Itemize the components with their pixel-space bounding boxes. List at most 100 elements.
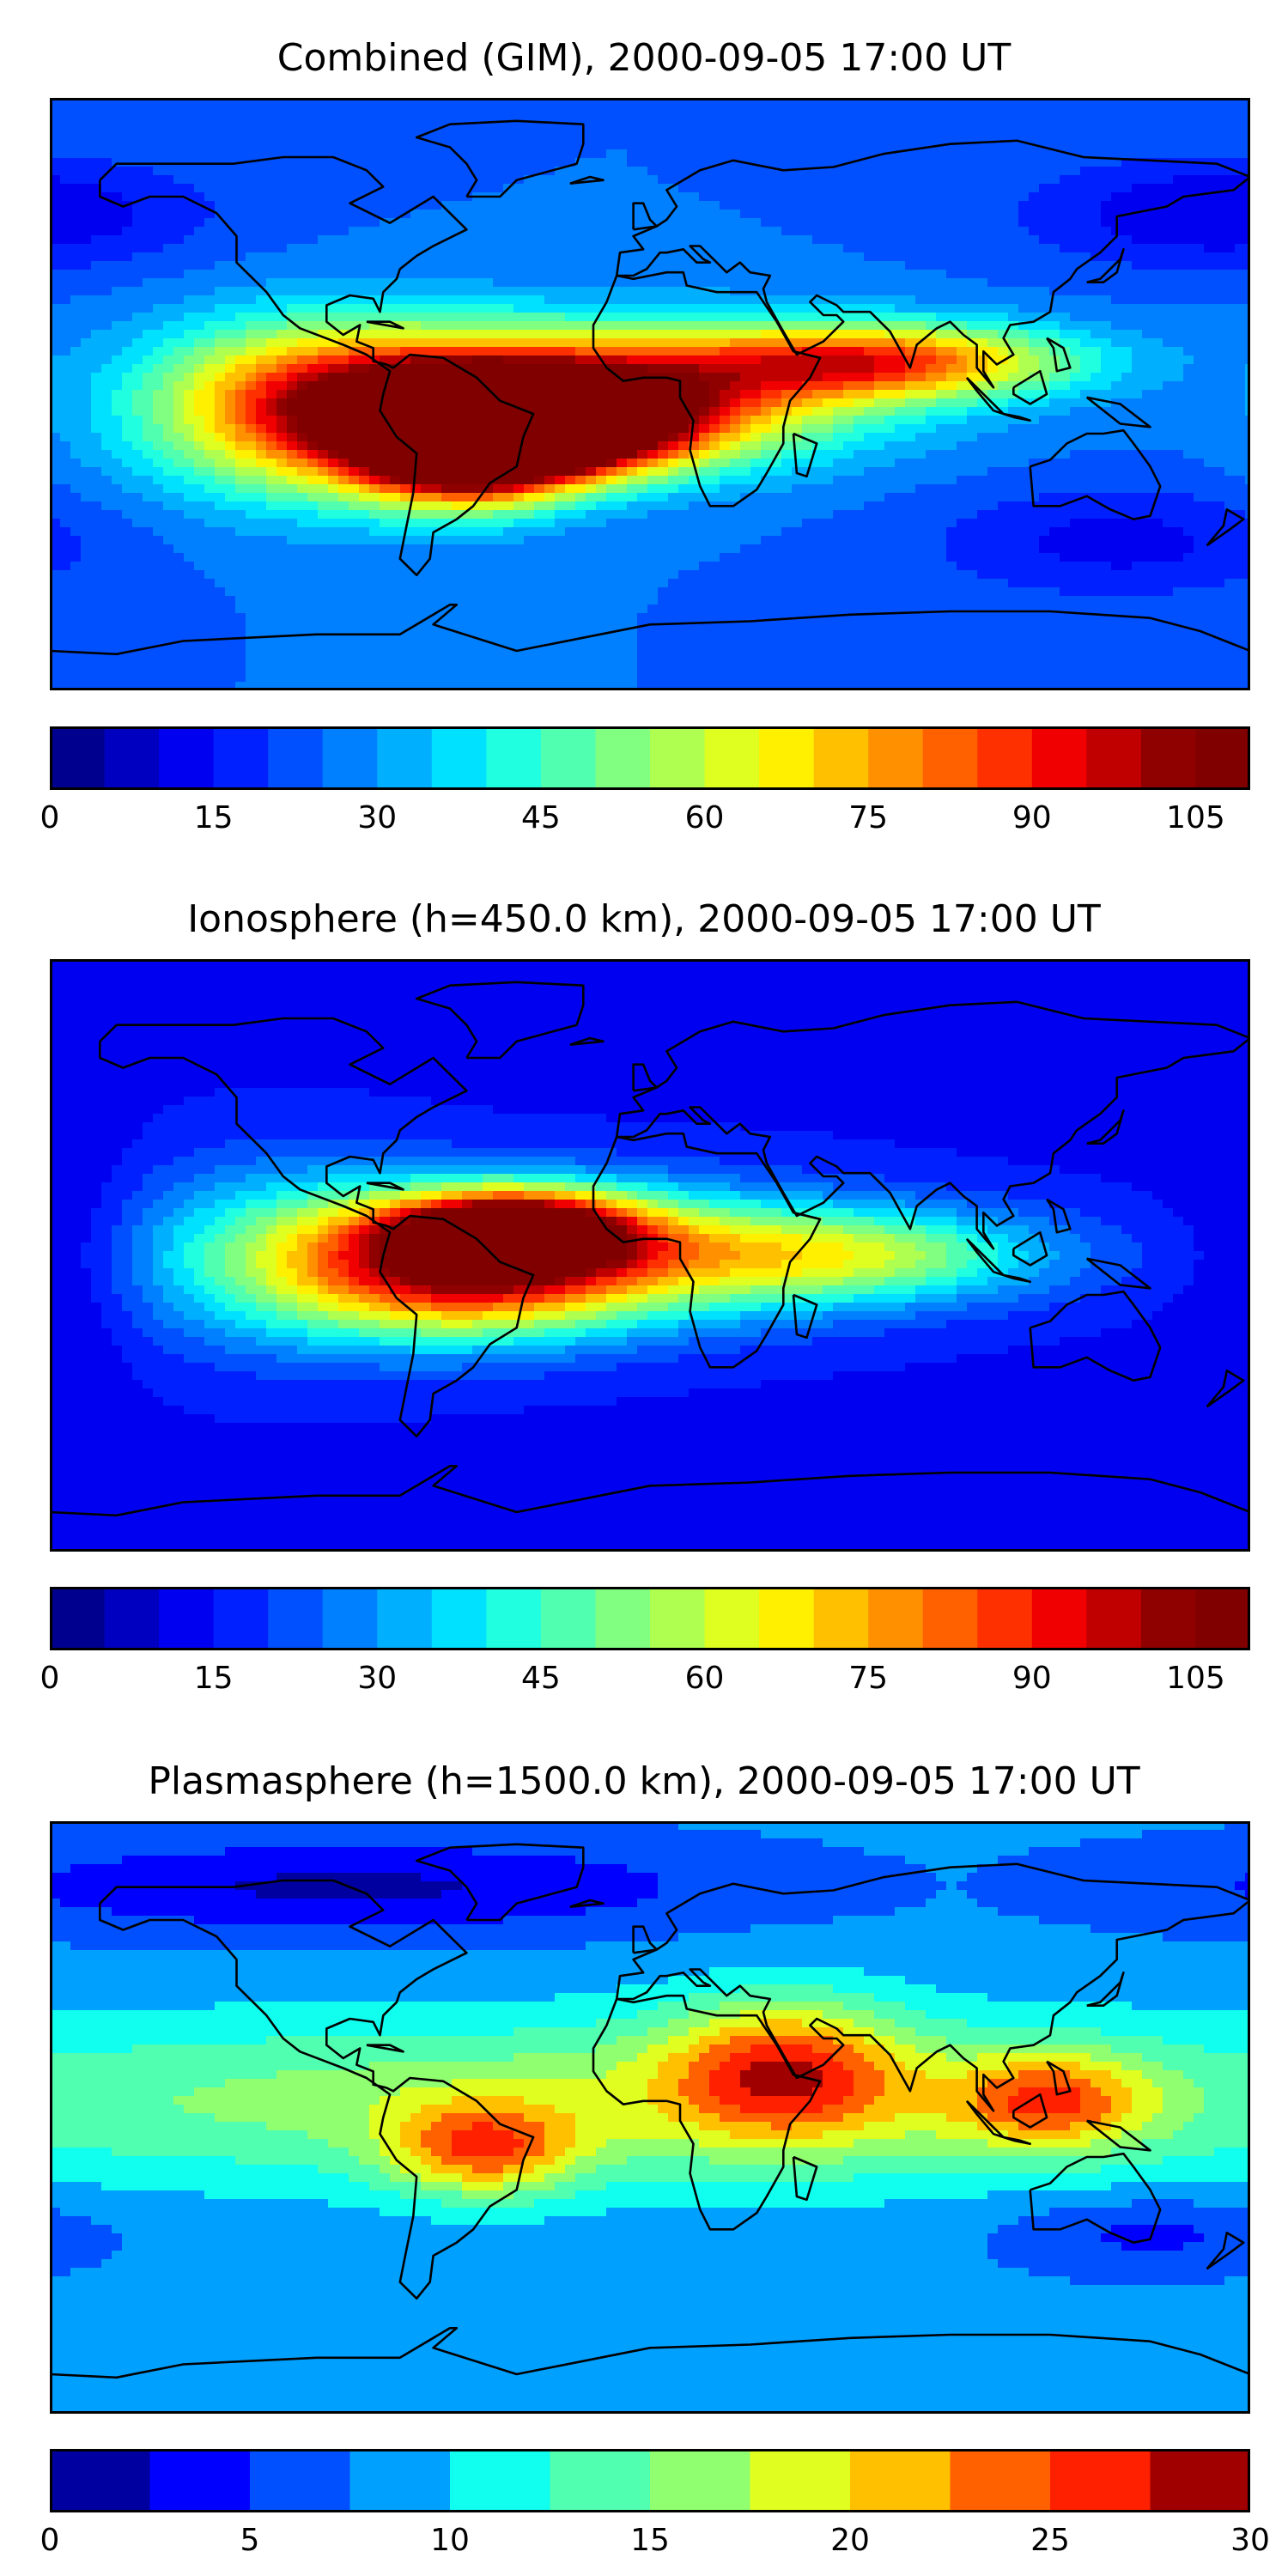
heatmap-cell <box>81 330 92 339</box>
heatmap-cell <box>936 124 947 133</box>
heatmap-cell <box>338 252 349 262</box>
heatmap-cell <box>771 364 782 374</box>
heatmap-cell <box>441 98 453 107</box>
heatmap-cell <box>1142 304 1153 313</box>
heatmap-cell <box>421 304 432 313</box>
heatmap-cell <box>720 124 731 133</box>
heatmap-cell <box>513 201 525 210</box>
heatmap-cell <box>276 373 288 382</box>
heatmap-cell <box>1183 149 1194 159</box>
heatmap-cell <box>864 124 875 133</box>
heatmap-cell <box>771 338 782 348</box>
heatmap-cell <box>668 175 679 185</box>
heatmap-cell <box>60 106 71 116</box>
heatmap-cell <box>246 304 257 313</box>
heatmap-cell <box>678 115 690 125</box>
heatmap-cell <box>70 278 82 288</box>
heatmap-cell <box>235 278 246 288</box>
heatmap-cell <box>431 433 442 442</box>
heatmap-cell <box>905 295 916 305</box>
heatmap-cell <box>50 295 61 305</box>
heatmap-cell <box>349 381 360 391</box>
heatmap-cell <box>318 201 329 210</box>
heatmap-cell <box>1204 124 1215 133</box>
heatmap-cell <box>143 235 154 245</box>
heatmap-cell <box>70 355 82 365</box>
heatmap-cell <box>792 287 803 296</box>
heatmap-cell <box>1224 441 1236 451</box>
heatmap-cell <box>215 141 226 150</box>
heatmap-cell <box>287 416 298 425</box>
heatmap-cell <box>184 321 195 331</box>
heatmap-cell <box>246 313 257 322</box>
heatmap-cell <box>50 98 61 107</box>
heatmap-cell <box>1132 184 1143 193</box>
heatmap-cell <box>668 355 679 365</box>
heatmap-cell <box>740 450 751 459</box>
heatmap-cell <box>483 141 494 150</box>
heatmap-cell <box>235 184 246 193</box>
heatmap-cell <box>678 321 690 331</box>
heatmap-cell <box>864 416 875 425</box>
heatmap-cell <box>1008 106 1019 116</box>
heatmap-cell <box>1142 450 1153 459</box>
heatmap-cell <box>720 115 731 125</box>
heatmap-cell <box>1194 330 1205 339</box>
heatmap-cell <box>163 270 174 279</box>
heatmap-cell <box>349 347 360 356</box>
heatmap-cell <box>246 141 257 150</box>
heatmap-cell <box>1080 450 1091 459</box>
heatmap-cell <box>1183 98 1194 107</box>
heatmap-cell <box>513 433 525 442</box>
heatmap-cell <box>70 364 82 374</box>
heatmap-cell <box>647 287 659 296</box>
heatmap-cell <box>1194 398 1205 408</box>
heatmap-cell <box>91 106 102 116</box>
heatmap-cell <box>359 304 370 313</box>
heatmap-cell <box>1091 235 1102 245</box>
heatmap-cell <box>503 313 514 322</box>
heatmap-cell <box>184 304 195 313</box>
heatmap-cell <box>555 149 566 159</box>
heatmap-cell <box>781 192 793 202</box>
heatmap-cell <box>720 321 731 331</box>
heatmap-cell <box>70 338 82 348</box>
heatmap-cell <box>235 330 246 339</box>
heatmap-cell <box>884 459 896 468</box>
heatmap-cell <box>998 433 1009 442</box>
heatmap-cell <box>91 347 102 356</box>
heatmap-cell <box>895 252 906 262</box>
heatmap-cell <box>359 347 370 356</box>
heatmap-cell <box>91 278 102 288</box>
heatmap-cell <box>184 287 195 296</box>
heatmap-cell <box>1204 141 1215 150</box>
heatmap-cell <box>318 304 329 313</box>
heatmap-cell <box>1070 373 1081 382</box>
heatmap-cell <box>513 218 525 228</box>
heatmap-cell <box>1132 98 1143 107</box>
heatmap-cell <box>421 373 432 382</box>
heatmap-cell <box>1214 364 1225 374</box>
heatmap-cell <box>122 132 133 142</box>
heatmap-cell <box>802 364 813 374</box>
heatmap-cell <box>854 106 865 116</box>
heatmap-cell <box>1235 201 1246 210</box>
heatmap-cell <box>328 192 339 202</box>
heatmap-cell <box>101 450 112 459</box>
heatmap-cell <box>173 98 185 107</box>
heatmap-cell <box>802 175 813 185</box>
heatmap-cell <box>225 278 236 288</box>
heatmap-cell <box>647 313 659 322</box>
heatmap-cell <box>1029 192 1040 202</box>
heatmap-cell <box>173 184 185 193</box>
heatmap-cell <box>586 338 597 348</box>
heatmap-cell <box>287 124 298 133</box>
heatmap-cell <box>101 149 112 159</box>
heatmap-cell <box>915 261 927 270</box>
heatmap-cell <box>1091 158 1102 167</box>
heatmap-cell <box>410 106 422 116</box>
heatmap-cell <box>256 441 267 451</box>
heatmap-cell <box>977 313 988 322</box>
heatmap-cell <box>575 441 586 451</box>
heatmap-cell <box>750 149 762 159</box>
